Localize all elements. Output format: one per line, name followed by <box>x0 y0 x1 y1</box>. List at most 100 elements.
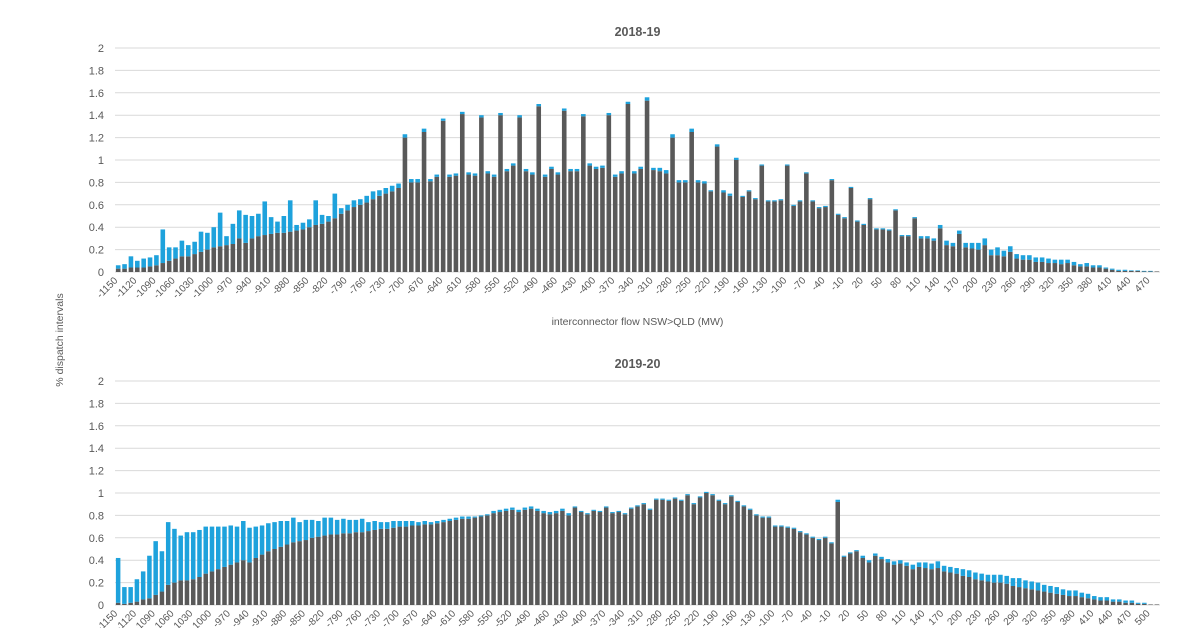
bar-top <box>918 236 924 239</box>
bar-top <box>378 522 384 529</box>
bar-base <box>816 208 822 272</box>
bar-base <box>923 568 928 605</box>
bar-top <box>334 519 340 535</box>
x-tick-label: -970 <box>211 608 233 628</box>
x-tick-label: -280 <box>643 608 665 628</box>
bar-base <box>695 182 701 272</box>
bar-base <box>472 175 478 272</box>
bar-base <box>224 245 229 272</box>
bar-top <box>651 167 656 171</box>
bar-top <box>823 205 828 208</box>
y-tick-label: 1 <box>98 488 104 500</box>
bar-top <box>326 216 331 222</box>
x-tick-label: 410 <box>1095 275 1115 295</box>
bar-base <box>727 195 733 272</box>
bar-top <box>619 171 624 174</box>
bar-base <box>898 563 903 605</box>
bar-top <box>574 168 580 172</box>
bar-base <box>885 562 891 605</box>
bar-top <box>504 168 510 172</box>
bar-base <box>910 569 916 605</box>
bar-top <box>291 517 296 543</box>
bar-base <box>904 565 909 605</box>
bar-base <box>316 536 321 605</box>
bar-base <box>522 509 528 605</box>
bar-top <box>1090 265 1096 268</box>
bar-base <box>1020 259 1026 272</box>
bar-top <box>759 164 765 166</box>
bar-base <box>835 501 840 605</box>
bar-top <box>810 200 816 202</box>
bar-base <box>147 266 153 272</box>
bar-top <box>854 550 859 552</box>
bar-base <box>1078 266 1083 272</box>
x-tick-label: -190 <box>699 608 721 628</box>
bar-top <box>415 179 420 183</box>
bar-base <box>714 146 720 272</box>
bar-top <box>597 510 603 513</box>
bar-base <box>654 499 659 605</box>
x-tick-label: -700 <box>380 608 402 628</box>
bar-base <box>409 182 414 272</box>
bar-base <box>370 199 376 272</box>
bar-top <box>886 229 892 231</box>
bar-base <box>275 232 280 272</box>
bar-base <box>334 534 340 605</box>
bar-top <box>733 157 739 160</box>
bar-base <box>338 213 344 272</box>
bar-top <box>197 529 202 577</box>
bar-base <box>466 174 471 272</box>
bar-top <box>1117 599 1122 602</box>
bar-top <box>937 224 943 229</box>
bar-top <box>1129 270 1134 271</box>
bar-top <box>591 509 596 511</box>
bar-top <box>153 541 158 595</box>
bar-base <box>612 176 618 272</box>
bar-base <box>472 517 478 605</box>
x-tick-label: -220 <box>691 275 713 297</box>
bar-base <box>916 566 922 605</box>
x-tick-label: -130 <box>748 275 770 297</box>
bar-top <box>217 212 223 247</box>
bar-base <box>638 168 643 272</box>
bar-base <box>963 247 968 272</box>
x-tick-label: -100 <box>755 608 777 628</box>
bar-base <box>416 525 421 605</box>
bar-top <box>1073 590 1078 597</box>
bar-top <box>660 498 665 500</box>
x-tick-label: -910 <box>251 275 273 297</box>
bar-base <box>944 245 949 272</box>
bar-base <box>848 188 854 272</box>
bar-base <box>1060 594 1066 605</box>
bar-base <box>644 100 650 272</box>
bar-base <box>364 202 369 272</box>
bar-base <box>1123 602 1128 605</box>
x-tick-label: -700 <box>385 275 407 297</box>
bar-base <box>587 165 593 272</box>
bar-top <box>364 195 369 203</box>
bar-top <box>435 521 440 524</box>
bar-base <box>1116 270 1121 272</box>
bar-top <box>397 521 402 527</box>
bar-top <box>1148 270 1153 272</box>
bar-base <box>309 537 315 605</box>
bar-top <box>510 507 515 510</box>
bar-base <box>685 495 690 605</box>
bar-base <box>1104 600 1110 605</box>
bar-top <box>203 526 208 574</box>
bar-base <box>1027 259 1032 272</box>
bar-base <box>504 171 510 272</box>
bar-base <box>491 513 496 605</box>
bar-top <box>211 227 217 248</box>
bar-base <box>366 531 371 605</box>
bar-top <box>1104 597 1110 601</box>
x-tick-label: -610 <box>442 275 464 297</box>
bar-top <box>421 128 427 132</box>
y-tick-label: 0 <box>98 600 104 612</box>
bar-base <box>422 524 427 605</box>
bar-base <box>313 224 319 272</box>
bar-base <box>428 181 433 272</box>
bar-top <box>243 214 248 243</box>
bar-top <box>173 247 178 259</box>
